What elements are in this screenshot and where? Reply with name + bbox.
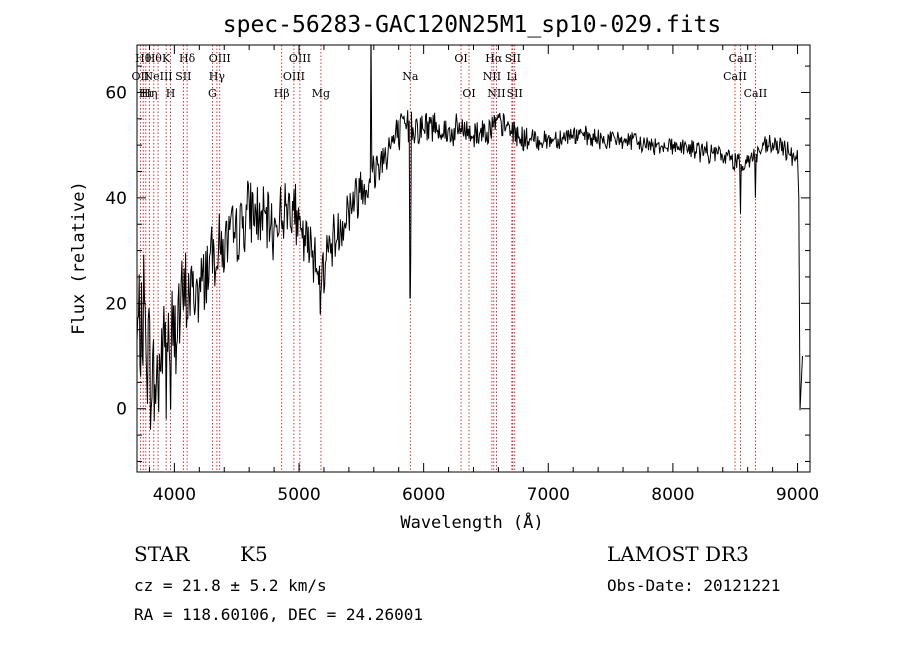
y-tick-label: 60 <box>105 83 127 103</box>
line-label-18-0: OI <box>454 52 467 65</box>
line-label-6-0: K <box>162 52 171 65</box>
line-label-23-0: Li <box>506 70 517 83</box>
line-label-0-0: OII <box>132 70 150 83</box>
line-label-27-0: CaII <box>729 52 753 65</box>
line-label-17-0: Na <box>402 70 419 83</box>
chart-title: spec-56283-GAC120N25M1_sp10-029.fits <box>223 12 722 38</box>
x-tick-label: 5000 <box>277 485 320 505</box>
line-label-25-0: SII <box>507 87 523 100</box>
emission-line-markers <box>139 45 756 472</box>
line-label-19-0: OI <box>462 87 475 100</box>
line-label-4-0: Hθ <box>146 52 163 65</box>
line-label-2-0: Hι <box>139 87 153 100</box>
x-tick-label: 7000 <box>527 485 570 505</box>
line-label-14-0: OIII <box>283 70 305 83</box>
line-label-1-0: Hθ <box>135 52 152 65</box>
object-subclass: K5 <box>240 542 268 566</box>
x-tick-label: 8000 <box>651 485 694 505</box>
y-tick-label: 40 <box>105 189 127 209</box>
line-label-12-0: OIII <box>209 52 231 65</box>
line-label-3-0: Hη <box>141 87 157 100</box>
line-label-9-0: Hδ <box>179 52 196 65</box>
observation-date: Obs-Date: 20121221 <box>607 576 780 595</box>
line-label-15-0: OIII <box>289 52 311 65</box>
x-tick-label: 4000 <box>153 485 196 505</box>
y-axis-label: Flux (relative) <box>69 181 89 335</box>
y-axis-ticks: 0 20 40 60 <box>105 65 810 462</box>
line-label-13-0: Hβ <box>274 87 290 100</box>
x-tick-label: 9000 <box>776 485 819 505</box>
line-label-22-0: NII <box>487 87 505 100</box>
spectrum-trace <box>136 44 803 430</box>
spectrum-line <box>136 44 803 430</box>
line-label-28-0: CaII <box>744 87 768 100</box>
line-label-7-0: H <box>166 87 176 100</box>
x-axis-label: Wavelength (Å) <box>400 511 543 533</box>
line-label-10-0: G <box>208 87 217 100</box>
line-label-24-0: SII <box>505 52 521 65</box>
line-label-26-0: CaII <box>723 70 747 83</box>
survey-name: LAMOST DR3 <box>607 542 749 566</box>
line-label-5-0: NeIII <box>143 70 172 83</box>
x-axis-ticks: 4000 5000 6000 7000 8000 9000 <box>148 45 819 505</box>
line-label-11-0: Hγ <box>209 70 226 83</box>
line-label-21-0: Hα <box>485 52 503 65</box>
object-class: STAR <box>134 542 190 566</box>
line-label-16-0: Mg <box>312 87 330 100</box>
line-label-8-0: SII <box>175 70 191 83</box>
y-tick-label: 0 <box>116 400 127 420</box>
redshift-velocity: cz = 21.8 ± 5.2 km/s <box>134 576 327 595</box>
line-label-20-0: NII <box>483 70 501 83</box>
y-tick-label: 20 <box>105 294 127 314</box>
sky-coordinates: RA = 118.60106, DEC = 24.26001 <box>134 605 423 624</box>
x-tick-label: 6000 <box>402 485 445 505</box>
